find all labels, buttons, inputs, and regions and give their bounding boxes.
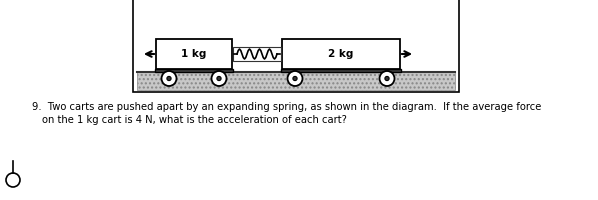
Circle shape	[6, 173, 20, 187]
Bar	[281, 69, 401, 72]
Bar	[137, 72, 455, 90]
Circle shape	[288, 71, 303, 86]
Circle shape	[161, 71, 176, 86]
Text: 9.  Two carts are pushed apart by an expanding spring, as shown in the diagram. : 9. Two carts are pushed apart by an expa…	[32, 102, 541, 112]
Circle shape	[212, 71, 227, 86]
Text: 1 kg: 1 kg	[181, 49, 207, 59]
Text: on the 1 kg cart is 4 N, what is the acceleration of each cart?: on the 1 kg cart is 4 N, what is the acc…	[42, 115, 347, 125]
Circle shape	[167, 76, 171, 81]
Bar	[282, 39, 400, 69]
Bar	[233, 47, 281, 61]
Circle shape	[217, 76, 221, 81]
Text: 2 kg: 2 kg	[328, 49, 353, 59]
Bar	[133, 0, 459, 92]
Bar	[156, 39, 232, 69]
Bar	[155, 69, 233, 72]
Circle shape	[380, 71, 395, 86]
Circle shape	[385, 76, 389, 81]
Circle shape	[293, 76, 297, 81]
